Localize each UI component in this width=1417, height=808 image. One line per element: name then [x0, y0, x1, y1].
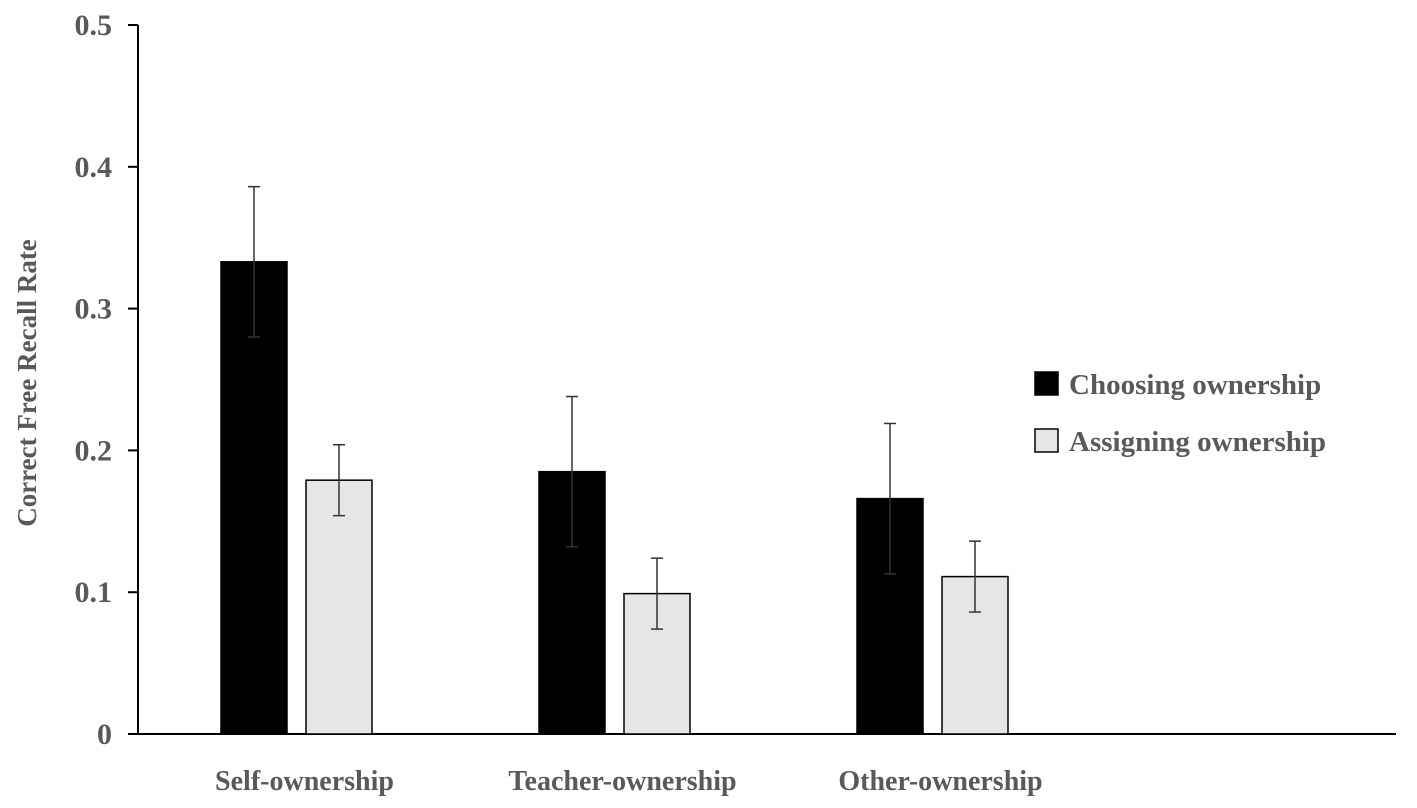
y-tick-label: 0.3 — [75, 293, 113, 326]
category-labels: Self-ownership Teacher-ownership Other-own… — [215, 766, 1043, 797]
legend-swatch — [1034, 371, 1059, 396]
category-label: Self-ownership — [215, 766, 394, 797]
y-tick-label: 0.5 — [75, 9, 113, 42]
legend-label: Choosing ownership — [1069, 369, 1321, 401]
legend: Choosing ownership Assigning ownership — [1034, 369, 1326, 458]
y-axis-title: Correct Free Recall Rate — [12, 239, 42, 527]
error-bars — [248, 185, 981, 630]
legend-label: Assigning ownership — [1069, 426, 1326, 458]
y-tick-label: 0.2 — [75, 434, 113, 467]
y-ticks: 0 0.1 0.2 0.3 0.4 0.5 — [75, 9, 138, 751]
y-tick-label: 0 — [97, 718, 112, 751]
y-tick-label: 0.1 — [75, 576, 113, 609]
category-label: Other-ownership — [838, 766, 1042, 797]
category-label: Teacher-ownership — [508, 766, 736, 797]
legend-swatch — [1034, 428, 1059, 453]
bar — [305, 479, 373, 735]
bar — [220, 261, 288, 735]
y-tick-label: 0.4 — [75, 151, 113, 184]
